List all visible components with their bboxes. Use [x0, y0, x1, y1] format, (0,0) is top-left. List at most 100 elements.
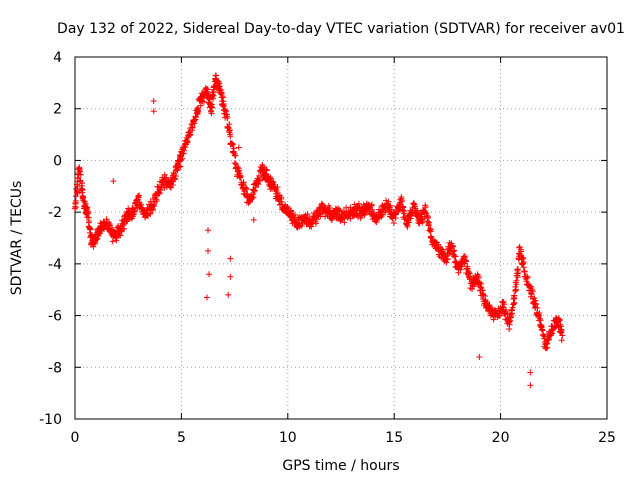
data-point [426, 219, 433, 226]
data-point [470, 283, 477, 290]
data-point [421, 209, 428, 216]
data-point [556, 316, 563, 323]
data-point [256, 177, 263, 184]
data-point [87, 225, 94, 232]
data-point [77, 171, 84, 178]
outlier-point [110, 178, 117, 185]
data-point [219, 93, 226, 100]
data-point [520, 264, 527, 271]
y-axis-label: SDTVAR / TECUs [9, 181, 25, 296]
data-point [388, 214, 395, 221]
data-point [153, 197, 160, 204]
data-point [220, 100, 227, 107]
data-point [361, 212, 368, 219]
data-point [536, 315, 543, 322]
data-point [549, 330, 556, 337]
data-point [312, 220, 319, 227]
y-tick-label: -10 [39, 412, 62, 428]
data-point [514, 266, 521, 273]
data-point [135, 194, 142, 201]
data-point [511, 299, 518, 306]
data-point [506, 321, 513, 328]
outlier-point [206, 271, 213, 278]
data-point [518, 248, 525, 255]
data-point [524, 274, 531, 281]
data-point [195, 106, 202, 113]
data-point [516, 243, 523, 250]
outlier-point [225, 291, 232, 298]
y-tick-label: 0 [53, 153, 62, 169]
data-point [529, 288, 536, 295]
chart-title: Day 132 of 2022, Sidereal Day-to-day VTE… [57, 21, 625, 37]
x-tick-label: 5 [177, 430, 186, 446]
data-point [172, 176, 179, 183]
data-point [520, 259, 527, 266]
data-point [121, 225, 128, 232]
data-point [368, 202, 375, 209]
data-point [120, 222, 127, 229]
data-point [131, 208, 138, 215]
data-point [455, 269, 462, 276]
data-point [326, 205, 333, 212]
data-point [109, 238, 116, 245]
data-point [267, 174, 274, 181]
data-point [519, 254, 526, 261]
data-point [231, 160, 238, 167]
data-point [406, 219, 413, 226]
data-point [151, 201, 158, 208]
data-point [538, 326, 545, 333]
data-point [536, 309, 543, 316]
data-point [559, 332, 566, 339]
x-tick-label: 20 [492, 430, 510, 446]
data-point [557, 323, 564, 330]
data-point [521, 268, 528, 275]
data-point [476, 279, 483, 286]
data-point [79, 180, 86, 187]
data-point [427, 226, 434, 233]
data-point [79, 186, 86, 193]
data-point [149, 207, 156, 214]
data-point [511, 292, 518, 299]
data-point [423, 210, 430, 217]
data-point [76, 165, 83, 172]
data-point [230, 141, 237, 148]
data-point [509, 310, 516, 317]
data-point [396, 206, 403, 213]
data-point [539, 327, 546, 334]
data-point [385, 198, 392, 205]
data-point [131, 208, 138, 215]
grid-lines [75, 57, 607, 419]
plot-frame [74, 56, 608, 420]
data-point [420, 217, 427, 224]
data-point [452, 253, 459, 260]
data-point [230, 145, 237, 152]
outlier-point [527, 369, 534, 376]
data-point [226, 121, 233, 128]
data-point [390, 219, 397, 226]
data-point [183, 137, 190, 144]
data-point [209, 89, 216, 96]
data-point [534, 304, 541, 311]
outlier-point [227, 273, 234, 280]
data-point [399, 203, 406, 210]
data-point [398, 197, 405, 204]
data-point [85, 208, 92, 215]
data-point [541, 333, 548, 340]
data-point [401, 207, 408, 214]
data-point [113, 237, 120, 244]
data-point [74, 183, 81, 190]
outlier-point [150, 108, 157, 115]
outlier-point [205, 227, 211, 234]
data-point [224, 115, 231, 122]
data-point [76, 168, 83, 175]
data-point [232, 152, 239, 159]
data-point [523, 278, 530, 285]
data-point [341, 219, 348, 226]
data-point [226, 127, 233, 134]
data-point [462, 257, 469, 264]
data-point [198, 97, 205, 104]
data-point [450, 248, 457, 255]
data-point [503, 307, 510, 314]
data-point [255, 181, 262, 188]
data-point [422, 203, 429, 210]
